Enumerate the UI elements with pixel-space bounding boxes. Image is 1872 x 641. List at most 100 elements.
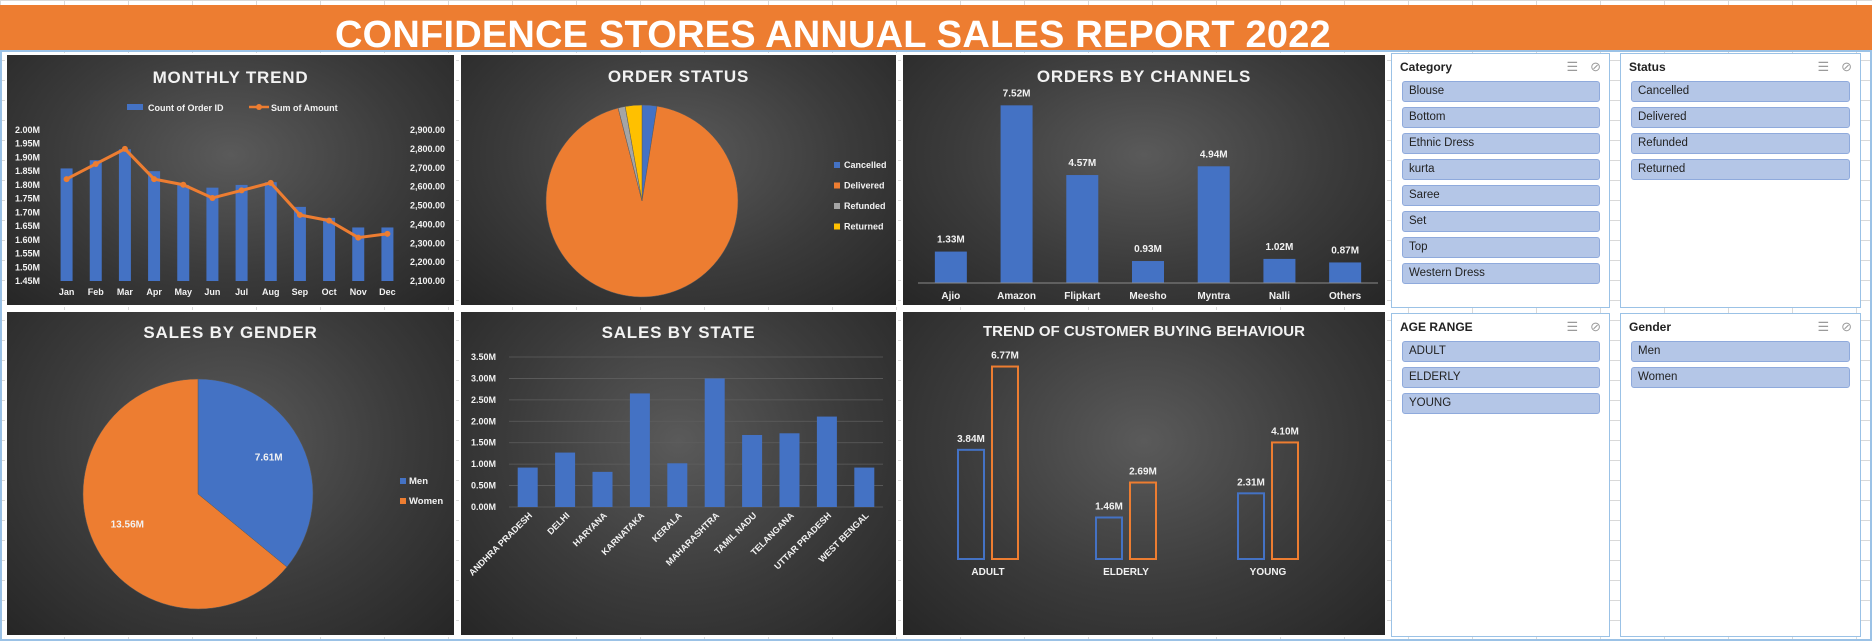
- slicer-item[interactable]: Set: [1402, 211, 1600, 232]
- bar: [816, 416, 837, 507]
- clear-filter-icon[interactable]: ⊘: [1841, 59, 1852, 74]
- legend-label: Cancelled: [844, 160, 887, 170]
- orders-by-channels-chart: 1.33M Ajio 7.52M Amazon 4.57M Flipkart 0.93M Me…: [918, 88, 1378, 302]
- bar: [1129, 481, 1157, 560]
- bar: [629, 393, 650, 507]
- category-slicer[interactable]: Category ☰ ⊘ Blouse Bottom Ethnic Dress kurt…: [1391, 53, 1610, 308]
- data-point: [355, 234, 362, 241]
- slicer-item[interactable]: ELDERLY: [1402, 367, 1600, 388]
- slicer-item[interactable]: Ethnic Dress: [1402, 133, 1600, 154]
- slicer-item[interactable]: Women: [1631, 367, 1850, 388]
- multi-select-icon[interactable]: ☰: [1817, 319, 1830, 334]
- monthly-trend-chart: Count of Order ID Sum of Amount 2.00M 1.95M…: [15, 103, 445, 297]
- x-tick-label: KERALA: [650, 510, 684, 544]
- gender-slicer[interactable]: Gender ☰ ⊘ Men Women: [1620, 313, 1861, 637]
- legend-label: Women: [409, 496, 443, 507]
- x-tick-label: Sep: [292, 287, 309, 297]
- sales-by-state-panel[interactable]: SALES BY STATE 3.50M 3.00M 2.50M 2.00M 1.50M…: [459, 310, 898, 637]
- slicer-item[interactable]: Returned: [1631, 159, 1850, 180]
- bar: [118, 149, 131, 281]
- slicer-item[interactable]: Cancelled: [1631, 81, 1850, 102]
- slicer-item[interactable]: Saree: [1402, 185, 1600, 206]
- bar: [1197, 166, 1230, 283]
- bar: [148, 171, 161, 281]
- age-range-slicer-title: AGE RANGE: [1400, 320, 1473, 334]
- x-tick-label: Jul: [235, 287, 248, 297]
- clear-filter-icon[interactable]: ⊘: [1590, 319, 1601, 334]
- y2-tick-label: 2,500.00: [410, 201, 445, 211]
- y2-tick-label: 2,700.00: [410, 163, 445, 173]
- buying-behaviour-chart: 3.84M 6.77M ADULT 1.46M 2.69M ELDERLY 2.31M 4.1…: [957, 351, 1299, 578]
- clear-filter-icon[interactable]: ⊘: [1590, 59, 1601, 74]
- series-line: [65, 147, 388, 240]
- status-slicer[interactable]: Status ☰ ⊘ Cancelled Delivered Refunded Retu…: [1620, 53, 1861, 308]
- bar: [779, 433, 800, 507]
- bar: [517, 467, 538, 507]
- y2-tick-label: 2,300.00: [410, 238, 445, 248]
- slicer-item[interactable]: Refunded: [1631, 133, 1850, 154]
- bar: [293, 206, 306, 281]
- orders-by-channels-panel[interactable]: ORDERS BY CHANNELS 1.33M Ajio 7.52M Amazon 4…: [901, 53, 1387, 307]
- bar: [1329, 262, 1362, 283]
- buying-behaviour-panel[interactable]: TREND OF CUSTOMER BUYING BEHAVIOUR 3.84M…: [901, 310, 1387, 637]
- monthly-trend-panel[interactable]: MONTHLY TREND Count of Order ID Sum of Am…: [5, 53, 456, 307]
- y-tick-label: 1.75M: [15, 194, 40, 204]
- y-tick-label: 1.55M: [15, 249, 40, 259]
- legend-swatch: [127, 104, 143, 110]
- x-tick-label: Aug: [262, 287, 280, 297]
- clear-filter-icon[interactable]: ⊘: [1841, 319, 1852, 334]
- slicer-item[interactable]: Blouse: [1402, 81, 1600, 102]
- bar: [381, 227, 394, 281]
- y-tick-label: 1.60M: [15, 235, 40, 245]
- orders-by-channels-title: ORDERS BY CHANNELS: [1036, 67, 1252, 86]
- y2-tick-label: 2,600.00: [410, 182, 445, 192]
- legend-label: Count of Order ID: [148, 103, 224, 113]
- data-label: 0.87M: [1331, 245, 1359, 256]
- age-range-slicer[interactable]: AGE RANGE ☰ ⊘ ADULT ELDERLY YOUNG: [1391, 313, 1610, 637]
- order-status-chart: Cancelled Delivered Refunded Returned: [545, 104, 887, 298]
- data-point: [209, 194, 216, 201]
- y-tick-label: 1.90M: [15, 152, 40, 162]
- order-status-title: ORDER STATUS: [607, 67, 750, 86]
- slicer-item[interactable]: ADULT: [1402, 341, 1600, 362]
- bar: [555, 452, 576, 507]
- legend-swatch: [400, 498, 406, 504]
- slicer-item[interactable]: Top: [1402, 237, 1600, 258]
- bar: [352, 227, 365, 281]
- x-tick-label: ADULT: [971, 567, 1004, 578]
- x-tick-label: ANDHRA PRADESH: [467, 510, 534, 577]
- y-tick-label: 3.50M: [471, 352, 496, 362]
- data-point: [151, 176, 158, 183]
- y-tick-label: 2.50M: [471, 395, 496, 405]
- slicer-item[interactable]: kurta: [1402, 159, 1600, 180]
- data-point: [296, 211, 303, 218]
- multi-select-icon[interactable]: ☰: [1566, 59, 1579, 74]
- sales-by-gender-panel[interactable]: SALES BY GENDER 7.61M 13.56M Men Women: [5, 310, 456, 637]
- y2-tick-label: 2,100.00: [410, 276, 445, 286]
- slicer-item[interactable]: Western Dress: [1402, 263, 1600, 284]
- y-tick-label: 3.00M: [471, 373, 496, 383]
- sales-by-gender-chart: 7.61M 13.56M Men Women: [82, 378, 443, 610]
- slicer-item[interactable]: YOUNG: [1402, 393, 1600, 414]
- bar: [89, 160, 102, 281]
- category-slicer-title: Category: [1400, 60, 1453, 74]
- y-tick-label: 1.65M: [15, 221, 40, 231]
- order-status-panel[interactable]: ORDER STATUS Cancelled Delivered Refunded R…: [459, 53, 898, 307]
- data-label: 4.10M: [1271, 426, 1299, 437]
- slicer-item[interactable]: Delivered: [1631, 107, 1850, 128]
- slicer-item[interactable]: Men: [1631, 341, 1850, 362]
- legend-label: Returned: [844, 222, 884, 232]
- bar: [177, 184, 190, 281]
- multi-select-icon[interactable]: ☰: [1817, 59, 1830, 74]
- y-tick-label: 1.50M: [15, 262, 40, 272]
- bar: [704, 378, 725, 507]
- slicer-item[interactable]: Bottom: [1402, 107, 1600, 128]
- y2-tick-label: 2,200.00: [410, 257, 445, 267]
- legend-swatch: [834, 182, 840, 189]
- x-tick-label: Feb: [88, 287, 105, 297]
- x-tick-label: Jun: [204, 287, 220, 297]
- buying-behaviour-title: TREND OF CUSTOMER BUYING BEHAVIOUR: [983, 323, 1305, 340]
- multi-select-icon[interactable]: ☰: [1566, 319, 1579, 334]
- bar: [60, 168, 73, 281]
- y-tick-label: 1.80M: [15, 180, 40, 190]
